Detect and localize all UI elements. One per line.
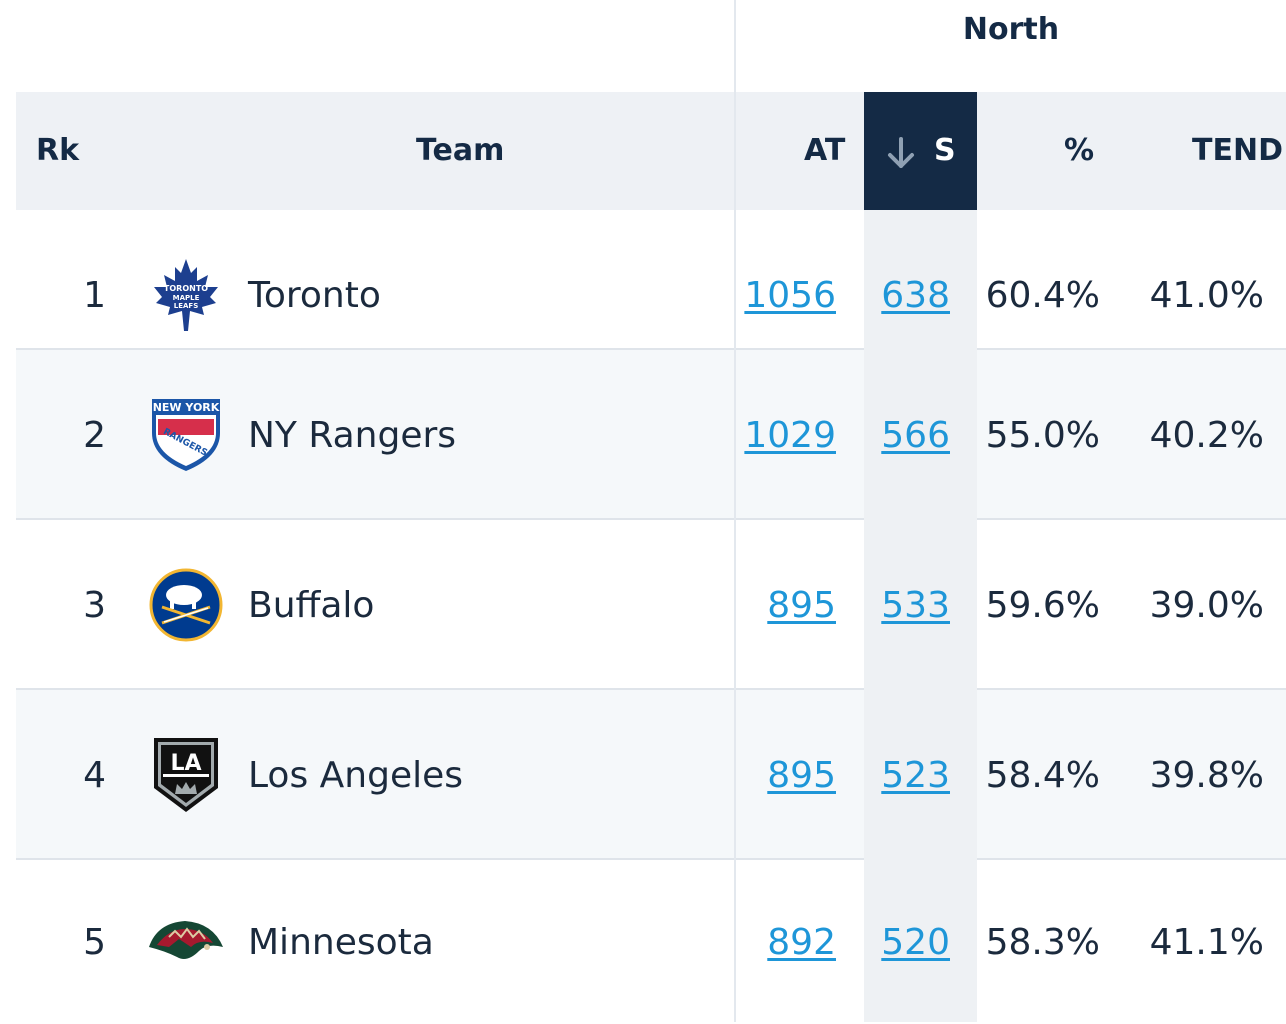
at-value-link[interactable]: 895	[767, 754, 836, 796]
table-row: 1 TORONTO MAPLE LEAFS Toronto 1056 638 6…	[16, 210, 1286, 380]
minnesota-wild-logo-icon	[146, 860, 226, 1024]
table-row: 5 Minnesota 892 520 58.3% 41.1%	[16, 858, 1286, 1024]
percent-cell: 58.3%	[985, 921, 1100, 963]
s-value-link[interactable]: 638	[881, 274, 950, 316]
team-name[interactable]: Buffalo	[248, 584, 375, 626]
column-header-s-label: S	[934, 133, 956, 168]
svg-text:LEAFS: LEAFS	[174, 302, 198, 310]
column-header-at[interactable]: AT	[804, 133, 846, 168]
team-name[interactable]: Los Angeles	[248, 754, 463, 796]
percent-cell: 55.0%	[985, 414, 1100, 456]
at-value-link[interactable]: 892	[767, 921, 836, 963]
table-row: 3 Buffalo 895 533 59.6% 39.0%	[16, 518, 1286, 690]
at-value-link[interactable]: 1056	[744, 274, 836, 316]
s-value-link[interactable]: 523	[881, 754, 950, 796]
tend-cell: 41.0%	[1149, 274, 1264, 316]
percent-cell: 60.4%	[985, 274, 1100, 316]
percent-cell: 59.6%	[985, 584, 1100, 626]
buffalo-sabres-logo-icon	[146, 520, 226, 690]
s-value-link[interactable]: 566	[881, 414, 950, 456]
s-value-link[interactable]: 520	[881, 921, 950, 963]
toronto-maple-leafs-logo-icon: TORONTO MAPLE LEAFS	[146, 210, 226, 380]
at-value-link[interactable]: 895	[767, 584, 836, 626]
column-header-team[interactable]: Team	[416, 133, 505, 168]
svg-text:MAPLE: MAPLE	[173, 294, 200, 302]
column-header-percent[interactable]: %	[1064, 133, 1095, 168]
column-group-divider	[734, 0, 736, 1022]
rank-cell: 3	[83, 584, 106, 626]
percent-cell: 58.4%	[985, 754, 1100, 796]
team-name[interactable]: Toronto	[248, 274, 381, 316]
los-angeles-kings-logo-icon: LA	[146, 690, 226, 860]
rank-cell: 4	[83, 754, 106, 796]
team-name[interactable]: Minnesota	[248, 921, 434, 963]
tend-cell: 40.2%	[1149, 414, 1264, 456]
column-header-rank[interactable]: Rk	[36, 133, 80, 168]
column-header-s-sorted[interactable]: S	[864, 92, 977, 210]
tend-cell: 39.8%	[1149, 754, 1264, 796]
table-row: 4 LA Los Angeles 895 523 58.4% 39.8%	[16, 688, 1286, 860]
sorted-column-highlight	[864, 210, 977, 1022]
group-header-north: North	[962, 12, 1060, 47]
svg-text:NEW YORK: NEW YORK	[153, 401, 220, 414]
s-value-link[interactable]: 533	[881, 584, 950, 626]
tend-cell: 39.0%	[1149, 584, 1264, 626]
rank-cell: 2	[83, 414, 106, 456]
svg-text:LA: LA	[170, 751, 201, 776]
table-row: 2 NEW YORK RANGERS NY Rangers 1029 566 5…	[16, 348, 1286, 520]
rank-cell: 1	[83, 274, 106, 316]
new-york-rangers-logo-icon: NEW YORK RANGERS	[146, 350, 226, 520]
svg-text:TORONTO: TORONTO	[164, 284, 208, 293]
table-header: Rk Team AT % TEND	[16, 92, 1286, 210]
team-name[interactable]: NY Rangers	[248, 414, 457, 456]
arrow-down-icon	[888, 137, 914, 168]
at-value-link[interactable]: 1029	[744, 414, 836, 456]
column-header-tend[interactable]: TEND	[1192, 133, 1283, 168]
rank-cell: 5	[83, 921, 106, 963]
tend-cell: 41.1%	[1149, 921, 1264, 963]
